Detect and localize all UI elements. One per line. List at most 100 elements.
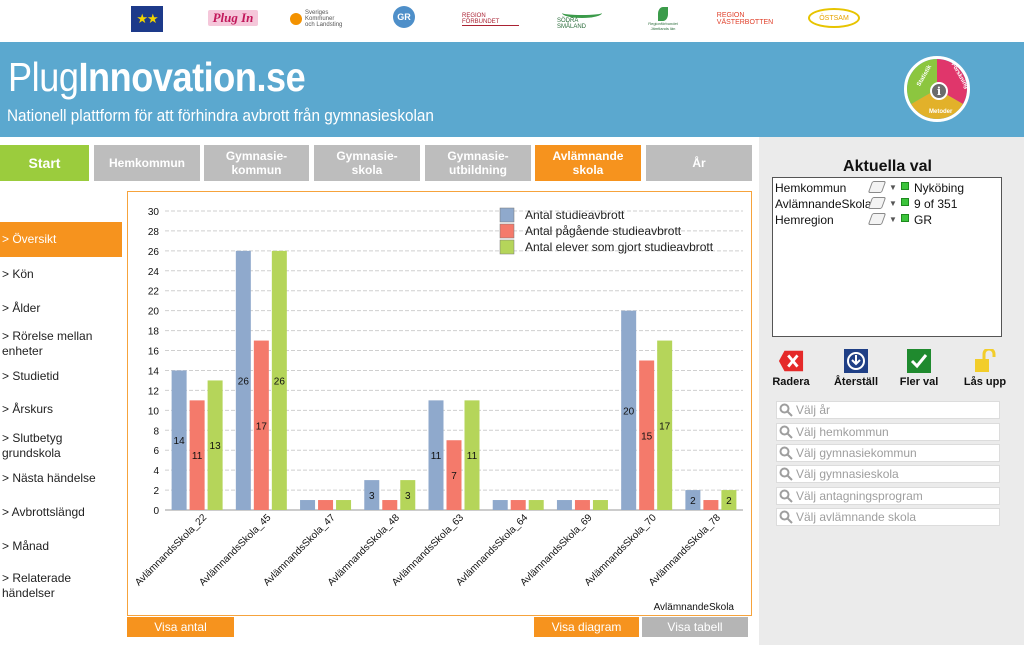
bar bbox=[189, 400, 205, 510]
selection-row-avlamnandeskola[interactable]: AvlämnandeSkola ▼ 9 of 351 bbox=[775, 196, 1001, 212]
restore-icon bbox=[843, 349, 869, 373]
visa-diagram-button[interactable]: Visa diagram bbox=[534, 617, 639, 637]
nav-rorelse-mellan-enheter[interactable]: > Rörelse mellan enheter bbox=[2, 329, 93, 358]
search-placeholder: Välj hemkommun bbox=[796, 425, 889, 439]
bar bbox=[235, 250, 251, 510]
search-gymnasieskola[interactable]: Välj gymnasieskola bbox=[776, 465, 1000, 483]
nav-studietid[interactable]: > Studietid bbox=[2, 369, 60, 383]
search-placeholder: Välj antagningsprogram bbox=[796, 489, 923, 503]
sodra-smaland-wave bbox=[562, 8, 602, 18]
bar-data-label: 11 bbox=[467, 451, 478, 462]
search-ar[interactable]: Välj år bbox=[776, 401, 1000, 419]
current-selections-list: Hemkommun ▼ Nyköbing AvlämnandeSkola ▼ 9… bbox=[772, 177, 1002, 337]
selection-row-hemregion[interactable]: Hemregion ▼ GR bbox=[775, 212, 1001, 228]
visa-tabell-button[interactable]: Visa tabell bbox=[642, 617, 748, 637]
bar bbox=[318, 500, 334, 510]
tab-gymnasieutbildning[interactable]: Gymnasie- utbildning bbox=[425, 145, 531, 181]
search-icon bbox=[779, 446, 793, 460]
las-upp-button[interactable]: Lås upp bbox=[955, 349, 1015, 388]
tab-avlamnande-skola[interactable]: Avlämnande skola bbox=[535, 145, 641, 181]
skl-logo: Sveriges Kommuner och Landsting bbox=[290, 6, 345, 32]
nav-manad[interactable]: > Månad bbox=[2, 539, 50, 553]
bar-data-label: 26 bbox=[274, 376, 286, 387]
dropdown-arrow-icon[interactable]: ▼ bbox=[889, 183, 897, 192]
nav-nasta-handelse[interactable]: > Nästa händelse bbox=[2, 471, 96, 485]
nav-arskurs[interactable]: > Årskurs bbox=[2, 402, 54, 416]
dropdown-arrow-icon[interactable]: ▼ bbox=[889, 215, 897, 224]
selected-status-icon bbox=[901, 198, 909, 206]
x-tick-label: AvlämnandsSkola_63 bbox=[390, 512, 466, 588]
selection-value: Nyköbing bbox=[914, 181, 965, 195]
bar bbox=[721, 490, 737, 510]
fler-val-button[interactable]: Fler val bbox=[889, 349, 949, 388]
bar-data-label: 17 bbox=[659, 421, 671, 432]
eraser-icon[interactable] bbox=[867, 181, 887, 193]
bar-data-label: 2 bbox=[726, 496, 732, 507]
search-hemkommun[interactable]: Välj hemkommun bbox=[776, 423, 1000, 441]
tab-gymnasiekommun[interactable]: Gymnasie- kommun bbox=[204, 145, 309, 181]
tab-gymnasieskola[interactable]: Gymnasie- skola bbox=[314, 145, 420, 181]
bar bbox=[556, 500, 572, 510]
selection-field: AvlämnandeSkola bbox=[775, 197, 872, 211]
nav-oversikt[interactable]: > Översikt bbox=[0, 222, 122, 257]
bar bbox=[364, 480, 380, 510]
regionforbundet-logo: REGION FÖRBUNDET bbox=[462, 12, 519, 26]
legend-label: Antal studieavbrott bbox=[525, 208, 625, 222]
dropdown-arrow-icon[interactable]: ▼ bbox=[889, 199, 897, 208]
nav-alder[interactable]: > Ålder bbox=[2, 301, 41, 315]
search-placeholder: Välj gymnasieskola bbox=[796, 467, 899, 481]
site-title-bold: Innovation.se bbox=[78, 54, 306, 100]
nav-kon[interactable]: > Kön bbox=[2, 267, 34, 281]
visa-antal-button[interactable]: Visa antal bbox=[127, 617, 234, 637]
nav-avbrottslangd[interactable]: > Avbrottslängd bbox=[2, 505, 85, 519]
checkmark-icon bbox=[906, 349, 932, 373]
selection-row-hemkommun[interactable]: Hemkommun ▼ Nyköbing bbox=[775, 180, 1001, 196]
legend-label: Antal pågående studieavbrott bbox=[525, 224, 682, 238]
site-subtitle: Nationell plattform för att förhindra av… bbox=[7, 106, 434, 125]
plug-in-logo: Plug In bbox=[208, 10, 258, 26]
vasterbotten-logo: REGION VÄSTERBOTTEN bbox=[716, 12, 774, 26]
x-tick-label: AvlämnandsSkola_22 bbox=[133, 512, 209, 588]
eraser-icon[interactable] bbox=[867, 197, 887, 209]
y-tick-label: 16 bbox=[148, 347, 160, 358]
bar bbox=[207, 380, 223, 510]
jamtland-text: Regionförbundet Jämtlands län bbox=[648, 21, 678, 31]
y-tick-label: 28 bbox=[148, 227, 160, 238]
chart-panel: 0 2 4 6 8 10 12 14 16 18 20 22 24 26 28 30 14 11 13 Avlämna… bbox=[127, 191, 752, 616]
bar bbox=[253, 340, 269, 510]
tab-start[interactable]: Start bbox=[0, 145, 89, 181]
x-tick-label: AvlämnandsSkola_70 bbox=[583, 512, 659, 588]
info-wheel-icon[interactable]: Statistik Forskning Metoder i bbox=[904, 56, 970, 122]
selection-value: GR bbox=[914, 213, 932, 227]
site-title[interactable]: PlugInnovation.se bbox=[8, 54, 306, 101]
aterstall-button[interactable]: Återställ bbox=[826, 349, 886, 388]
nav-relaterade-handelser[interactable]: > Relaterade händelser bbox=[2, 571, 72, 600]
x-tick-label: AvlämnandsSkola_69 bbox=[519, 512, 595, 588]
x-tick-label: AvlämnandsSkola_47 bbox=[262, 512, 338, 588]
las-upp-label: Lås upp bbox=[963, 376, 1007, 388]
tab-hemkommun[interactable]: Hemkommun bbox=[94, 145, 200, 181]
y-tick-label: 8 bbox=[153, 426, 159, 437]
search-icon bbox=[779, 425, 793, 439]
bar-data-label: 2 bbox=[690, 496, 696, 507]
fler-val-label: Fler val bbox=[899, 376, 939, 388]
bar bbox=[685, 490, 701, 510]
nav-slutbetyg-grundskola[interactable]: > Slutbetyg grundskola bbox=[2, 431, 63, 460]
eraser-icon[interactable] bbox=[867, 213, 887, 225]
bar bbox=[428, 400, 444, 510]
legend-swatch bbox=[499, 207, 515, 223]
search-avlamnande-skola[interactable]: Välj avlämnande skola bbox=[776, 508, 1000, 526]
y-tick-label: 22 bbox=[148, 287, 160, 298]
bar-data-label: 17 bbox=[256, 421, 268, 432]
radera-button[interactable]: Radera bbox=[761, 349, 821, 388]
delete-x-icon bbox=[778, 349, 804, 373]
search-placeholder: Välj avlämnande skola bbox=[796, 510, 917, 524]
bar bbox=[621, 310, 637, 510]
search-gymnasiekommun[interactable]: Välj gymnasiekommun bbox=[776, 444, 1000, 462]
bar-data-label: 13 bbox=[210, 441, 222, 452]
eu-flag-logo: ★★ bbox=[131, 6, 163, 32]
search-antagningsprogram[interactable]: Välj antagningsprogram bbox=[776, 487, 1000, 505]
current-selections-panel: Aktuella val Hemkommun ▼ Nyköbing Avlämn… bbox=[759, 137, 1024, 645]
tab-ar[interactable]: År bbox=[646, 145, 752, 181]
bar-data-label: 20 bbox=[623, 406, 635, 417]
